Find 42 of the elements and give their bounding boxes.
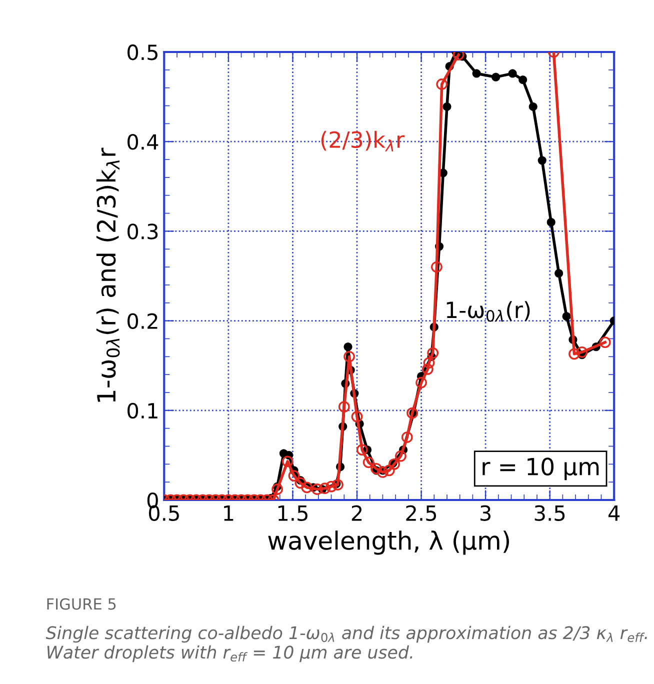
point	[282, 456, 294, 468]
y-tick-label: 0.3	[128, 224, 158, 240]
point	[422, 363, 434, 375]
y-tick-label: 0.2	[128, 313, 158, 330]
point	[383, 464, 395, 476]
point	[576, 346, 588, 358]
point	[344, 350, 355, 362]
x-tick-label: 3	[480, 505, 491, 521]
x-tick-label: 4	[608, 506, 620, 521]
point	[406, 407, 418, 419]
y-tick-label: 0.5	[128, 44, 158, 60]
point	[568, 348, 580, 360]
point	[423, 357, 435, 369]
point	[332, 479, 344, 490]
point	[351, 410, 363, 422]
y-tick-label: 0.1	[128, 402, 158, 419]
point	[427, 347, 439, 359]
series-label: 1-ω$_{0λ}$(r)	[446, 301, 530, 322]
x-axis-title: wavelength, λ (µm)	[268, 530, 509, 555]
point	[326, 480, 337, 492]
annotation: r = 10 µm	[482, 458, 599, 480]
x-tick-label: 2.5	[406, 505, 436, 521]
point	[388, 458, 400, 470]
point	[401, 432, 413, 443]
series-label: (2/3)k$_{λ}$r	[321, 130, 405, 152]
point	[356, 444, 368, 456]
text: Single scattering co-albedo 1-ω$_{0λ}$ and its approximation as 2/3 κ$_{λ}$ r$_{eff}$. Water droplets with r$_{eff}$ = 10 µm are used.	[46, 626, 647, 662]
point	[431, 261, 442, 273]
point	[377, 466, 388, 478]
point	[362, 456, 374, 468]
point	[416, 376, 427, 388]
x-tick-label: 1.5	[278, 506, 308, 521]
point	[599, 336, 611, 348]
x-tick-label: 1	[224, 506, 234, 521]
y-tick-label: 0.4	[128, 134, 158, 150]
point	[338, 401, 350, 413]
x-tick-label: 2	[352, 505, 362, 521]
point	[370, 462, 382, 474]
y-axis-title: 1-ω$_{0λ}$(r) and (2/3)k$_{λ}$r	[96, 148, 120, 402]
point	[395, 450, 406, 462]
x-tick-label: 3.5	[534, 505, 565, 521]
caption: FIGURE 5	[47, 598, 116, 610]
